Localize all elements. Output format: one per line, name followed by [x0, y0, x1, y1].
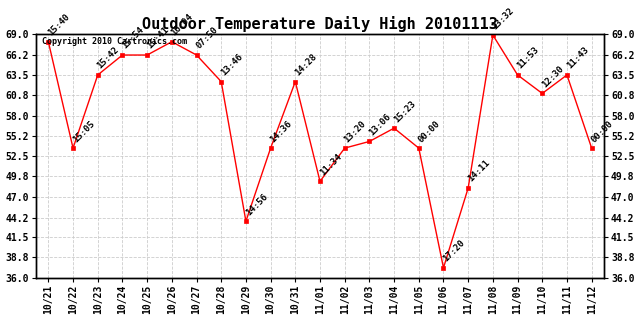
Text: 14:56: 14:56 — [244, 192, 269, 217]
Text: 00:00: 00:00 — [417, 119, 442, 144]
Text: 14:11: 14:11 — [466, 158, 492, 184]
Text: 13:32: 13:32 — [491, 5, 516, 31]
Text: 15:42: 15:42 — [95, 45, 121, 71]
Text: 15:40: 15:40 — [46, 12, 72, 37]
Text: 12:30: 12:30 — [540, 64, 565, 89]
Title: Outdoor Temperature Daily High 20101113: Outdoor Temperature Daily High 20101113 — [142, 16, 498, 32]
Text: 15:23: 15:23 — [392, 99, 417, 124]
Text: 13:06: 13:06 — [367, 112, 392, 137]
Text: 13:20: 13:20 — [342, 119, 368, 144]
Text: 11:34: 11:34 — [318, 152, 343, 177]
Text: 15:05: 15:05 — [71, 119, 96, 144]
Text: 16:04: 16:04 — [170, 12, 195, 37]
Text: 07:50: 07:50 — [195, 26, 220, 51]
Text: 14:36: 14:36 — [268, 119, 294, 144]
Text: 11:53: 11:53 — [515, 45, 541, 71]
Text: 13:46: 13:46 — [219, 52, 244, 77]
Text: 15:54: 15:54 — [120, 26, 146, 51]
Text: Copyright 2010 Cartronics.com: Copyright 2010 Cartronics.com — [42, 37, 187, 46]
Text: 17:20: 17:20 — [442, 238, 467, 264]
Text: 14:28: 14:28 — [293, 52, 319, 77]
Text: 15:41: 15:41 — [145, 26, 170, 51]
Text: 11:43: 11:43 — [564, 45, 590, 71]
Text: 00:00: 00:00 — [589, 119, 615, 144]
